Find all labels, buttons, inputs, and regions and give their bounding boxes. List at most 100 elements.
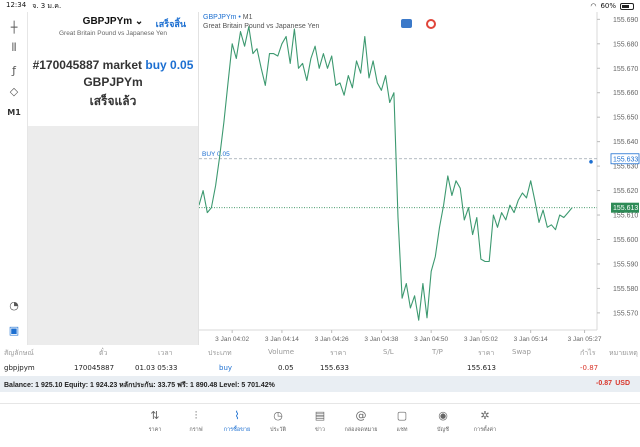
mailbox-icon: @ xyxy=(355,409,367,422)
balance-bar: Balance: 1 925.10 Equity: 1 924.23 หลักป… xyxy=(0,376,640,392)
status-date: จ. 3 ม.ค. xyxy=(32,1,62,10)
total-profit: -0.87 xyxy=(596,380,612,387)
status-time: 12:34 xyxy=(6,0,27,9)
entry-marker-dot xyxy=(589,159,593,164)
chart-symbol: GBPJPYm xyxy=(203,14,237,21)
done-button[interactable]: เสร็จสิ้น xyxy=(155,20,186,30)
tab-quotes[interactable]: ⇅ ราคา xyxy=(135,409,175,434)
col-symbol[interactable]: สัญลักษณ์ xyxy=(4,349,34,357)
order-symbol-description: Great Britain Pound vs Japanese Yen xyxy=(58,30,168,37)
y-tick-label: 155.580 xyxy=(613,286,638,293)
x-tick-label: 3 Jan 04:26 xyxy=(315,336,349,343)
tab-news[interactable]: ▤ ข่าว xyxy=(300,409,340,434)
cell-ticket: 170045887 xyxy=(74,364,115,372)
col-current-price[interactable]: ราคา xyxy=(478,349,495,357)
function-icon[interactable]: ƒ xyxy=(12,63,16,77)
tab-history[interactable]: ◷ ประวัติ xyxy=(258,409,298,434)
tab-trade[interactable]: ⌇ การซื้อขาย xyxy=(217,409,257,434)
order-symbol-selector[interactable]: GBPJPYm ⌄ xyxy=(28,16,198,27)
x-tick-label: 3 Jan 04:02 xyxy=(215,336,249,343)
battery-icon xyxy=(620,2,634,10)
col-profit[interactable]: กำไร xyxy=(580,349,596,357)
chart-settings-icon[interactable]: ◔ xyxy=(9,298,19,312)
x-tick-label: 3 Jan 04:38 xyxy=(364,336,398,343)
chart-title: GBPJPYm • M1 xyxy=(203,14,253,21)
col-volume[interactable]: Volume xyxy=(268,348,295,356)
chart-description: Great Britain Pound vs Japanese Yen xyxy=(203,23,320,30)
y-tick-label: 155.630 xyxy=(613,164,638,171)
cell-current-price: 155.613 xyxy=(467,364,496,372)
news-icon: ▤ xyxy=(314,409,326,422)
timeframe-button[interactable]: M1 xyxy=(7,107,21,117)
accounts-icon: ◉ xyxy=(438,409,448,422)
order-result: #170045887 market buy 0.05 GBPJPYm เสร็จ… xyxy=(28,58,198,111)
tab-label: การซื้อขาย xyxy=(223,427,251,433)
tab-label: ราคา xyxy=(148,427,162,433)
tab-mailbox[interactable]: @ กล่องจดหมาย xyxy=(341,409,381,434)
order-type: market xyxy=(102,58,143,72)
chart-toolbar: ┼ ⫴ ƒ ◇ M1 ◔ ▣ xyxy=(0,12,28,345)
signal-icon[interactable] xyxy=(426,19,436,29)
chart-timeframe: M1 xyxy=(242,14,253,21)
cell-time: 01.03 05:33 xyxy=(135,364,178,372)
buy-level-label: BUY 0.05 xyxy=(202,151,230,158)
cell-type: buy xyxy=(219,364,233,372)
objects-icon[interactable]: ◇ xyxy=(9,84,19,98)
y-tick-label: 155.660 xyxy=(613,90,638,97)
col-tp[interactable]: T/P xyxy=(432,348,443,356)
buy-price-label: 155.633 xyxy=(613,156,638,163)
col-type[interactable]: ประเภท xyxy=(208,349,232,357)
crosshair-icon[interactable]: ┼ xyxy=(10,20,18,34)
col-price[interactable]: ราคา xyxy=(330,349,347,357)
tab-accounts[interactable]: ◉ บัญชี xyxy=(423,409,463,434)
x-tick-label: 3 Jan 04:50 xyxy=(414,336,448,343)
tab-chart[interactable]: ⫶ กราฟ xyxy=(176,409,216,434)
buy-price-tag xyxy=(610,153,640,165)
col-ticket[interactable]: ตั๋ว xyxy=(99,349,108,357)
col-comment[interactable]: หมายเหตุ xyxy=(609,349,638,357)
tab-chat[interactable]: ▢ แชท xyxy=(382,409,422,434)
x-tick-label: 3 Jan 05:02 xyxy=(464,336,498,343)
status-bar: 12:34 จ. 3 ม.ค. ◠ 60% xyxy=(0,0,640,12)
tab-label: กล่องจดหมาย xyxy=(344,427,378,433)
balance-text: Balance: 1 925.10 Equity: 1 924.23 หลักป… xyxy=(4,382,275,389)
price-chart[interactable]: 155.690 155.680 155.670 155.660 155.650 155.6… xyxy=(198,12,640,345)
col-swap[interactable]: Swap xyxy=(512,348,531,356)
price-series-line xyxy=(199,26,573,321)
tab-label: กราฟ xyxy=(189,427,203,433)
quotes-icon: ⇅ xyxy=(150,409,160,422)
history-icon: ◷ xyxy=(273,409,283,422)
cell-profit: -0.87 xyxy=(580,364,599,372)
order-status: เสร็จแล้ว xyxy=(89,94,137,108)
one-click-trading-icon[interactable] xyxy=(401,19,412,28)
tab-label: ประวัติ xyxy=(269,427,287,433)
positions-table: สัญลักษณ์ ตั๋ว เวลา ประเภท Volume ราคา S… xyxy=(0,345,640,393)
y-tick-label: 155.590 xyxy=(613,261,638,268)
order-symbol: GBPJPYm xyxy=(82,16,133,27)
trade-icon[interactable]: ▣ xyxy=(8,323,20,337)
tab-label: บัญชี xyxy=(437,427,449,433)
cell-volume: 0.05 xyxy=(278,364,294,372)
x-tick-label: 3 Jan 05:27 xyxy=(568,336,602,343)
y-tick-label: 155.650 xyxy=(613,115,638,122)
order-panel-background xyxy=(28,126,198,345)
y-tick-label: 155.600 xyxy=(613,237,638,244)
y-tick-label: 155.670 xyxy=(613,66,638,73)
chat-icon: ▢ xyxy=(396,409,408,422)
chart-canvas[interactable]: 155.690 155.680 155.670 155.660 155.650 155.6… xyxy=(199,12,640,345)
tab-label: การตั้งค่า xyxy=(473,427,497,433)
tab-settings[interactable]: ✲ การตั้งค่า xyxy=(465,409,505,434)
y-tick-label: 155.610 xyxy=(613,213,638,220)
order-number: #170045887 xyxy=(32,58,100,72)
tab-label: แชท xyxy=(396,427,408,433)
col-time[interactable]: เวลา xyxy=(158,349,173,357)
y-tick-label: 155.620 xyxy=(613,188,638,195)
indicators-icon[interactable]: ⫴ xyxy=(11,41,17,54)
cell-price: 155.633 xyxy=(320,364,349,372)
bid-price-label: 155.613 xyxy=(613,205,638,212)
cell-symbol: gbpjpym xyxy=(4,364,35,372)
account-currency: USD xyxy=(615,380,630,387)
trade-icon: ⌇ xyxy=(234,409,240,422)
settings-icon: ✲ xyxy=(480,409,490,422)
col-sl[interactable]: S/L xyxy=(383,348,394,356)
